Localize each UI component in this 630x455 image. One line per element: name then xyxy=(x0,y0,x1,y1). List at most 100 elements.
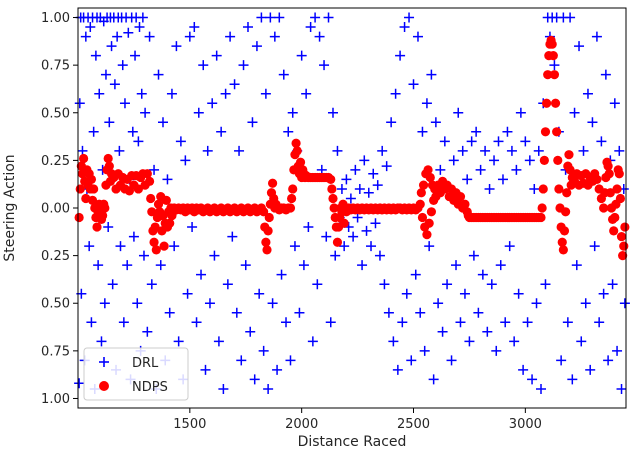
drl-point xyxy=(74,378,85,389)
y-tick-label: 0.25 xyxy=(41,249,70,264)
ndps-point xyxy=(149,237,159,247)
ndps-point xyxy=(618,251,628,261)
drl-point xyxy=(428,374,439,385)
drl-point xyxy=(386,117,397,128)
drl-point xyxy=(103,222,114,233)
drl-point xyxy=(294,307,305,318)
drl-point xyxy=(370,218,381,229)
drl-point xyxy=(130,50,141,61)
drl-point xyxy=(589,241,600,252)
drl-point xyxy=(155,260,166,271)
drl-point xyxy=(352,212,363,223)
ndps-point xyxy=(554,184,564,194)
drl-point xyxy=(471,126,482,137)
ndps-point xyxy=(543,70,553,80)
drl-point xyxy=(345,193,356,204)
ndps-point xyxy=(267,178,278,188)
drl-point xyxy=(531,298,542,309)
ndps-point xyxy=(104,161,114,171)
ndps-point xyxy=(161,195,171,205)
drl-point xyxy=(222,279,233,290)
drl-point xyxy=(437,326,448,337)
drl-point xyxy=(216,126,227,137)
drl-point xyxy=(511,164,522,175)
ndps-point xyxy=(605,188,615,198)
drl-point xyxy=(357,260,368,271)
drl-point xyxy=(267,298,278,309)
drl-point xyxy=(211,50,222,61)
ndps-point xyxy=(329,203,339,213)
drl-point xyxy=(381,161,392,172)
drl-point xyxy=(319,60,330,71)
ndps-point xyxy=(165,218,175,228)
ndps-point xyxy=(547,39,557,49)
ndps-point xyxy=(259,207,269,217)
ndps-point xyxy=(288,184,298,194)
drl-point xyxy=(281,317,292,328)
ndps-point xyxy=(610,212,620,223)
ndps-point xyxy=(558,245,568,255)
legend: DRL NDPS xyxy=(83,347,189,401)
drl-point xyxy=(435,164,446,175)
drl-point xyxy=(104,117,115,128)
drl-point xyxy=(296,50,307,61)
ndps-point xyxy=(86,174,97,185)
ndps-point xyxy=(455,191,466,202)
drl-point xyxy=(522,317,533,328)
drl-point xyxy=(310,12,321,23)
y-axis-label: Steering Action xyxy=(2,154,18,261)
ndps-point xyxy=(144,176,155,186)
plot-area xyxy=(74,12,630,394)
ndps-point xyxy=(612,184,622,194)
drl-point xyxy=(196,269,207,280)
ndps-point xyxy=(100,203,110,213)
ndps-point xyxy=(291,138,301,148)
x-tick-label: 1500 xyxy=(173,417,206,432)
drl-point xyxy=(251,41,262,52)
drl-point xyxy=(596,136,607,147)
ndps-point xyxy=(539,155,549,165)
drl-point xyxy=(374,250,385,261)
drl-point xyxy=(567,374,578,385)
drl-point xyxy=(231,307,242,318)
drl-point xyxy=(509,336,520,347)
drl-point xyxy=(556,355,567,366)
drl-point xyxy=(497,174,508,185)
drl-point xyxy=(132,298,143,309)
drl-point xyxy=(146,279,157,290)
drl-point xyxy=(493,136,504,147)
drl-point xyxy=(401,288,412,299)
drl-point xyxy=(524,155,535,166)
drl-point xyxy=(133,136,144,147)
drl-point xyxy=(395,50,406,61)
drl-point xyxy=(607,279,618,290)
drl-point xyxy=(321,231,332,242)
drl-point xyxy=(565,12,576,23)
drl-point xyxy=(426,69,437,80)
ndps-point xyxy=(609,226,619,236)
ndps-point xyxy=(74,212,84,223)
drl-point xyxy=(265,12,276,23)
y-tick-label: 0.75 xyxy=(41,59,70,74)
drl-point xyxy=(249,374,260,385)
drl-point xyxy=(220,88,231,99)
ndps-point xyxy=(549,70,560,80)
drl-point xyxy=(529,183,540,194)
drl-point xyxy=(533,145,544,156)
drl-point xyxy=(462,174,473,185)
ndps-point xyxy=(287,193,297,204)
ndps-point xyxy=(562,188,572,198)
drl-point xyxy=(549,60,560,71)
drl-point xyxy=(140,107,151,118)
drl-point xyxy=(240,260,251,271)
drl-point xyxy=(504,241,515,252)
drl-point xyxy=(502,126,513,137)
ndps-point xyxy=(592,174,602,185)
drl-point xyxy=(225,31,236,42)
drl-point xyxy=(256,12,267,23)
drl-point xyxy=(442,279,453,290)
ndps-point xyxy=(327,184,337,194)
drl-point xyxy=(406,355,417,366)
drl-point xyxy=(180,155,191,166)
drl-point xyxy=(574,41,585,52)
